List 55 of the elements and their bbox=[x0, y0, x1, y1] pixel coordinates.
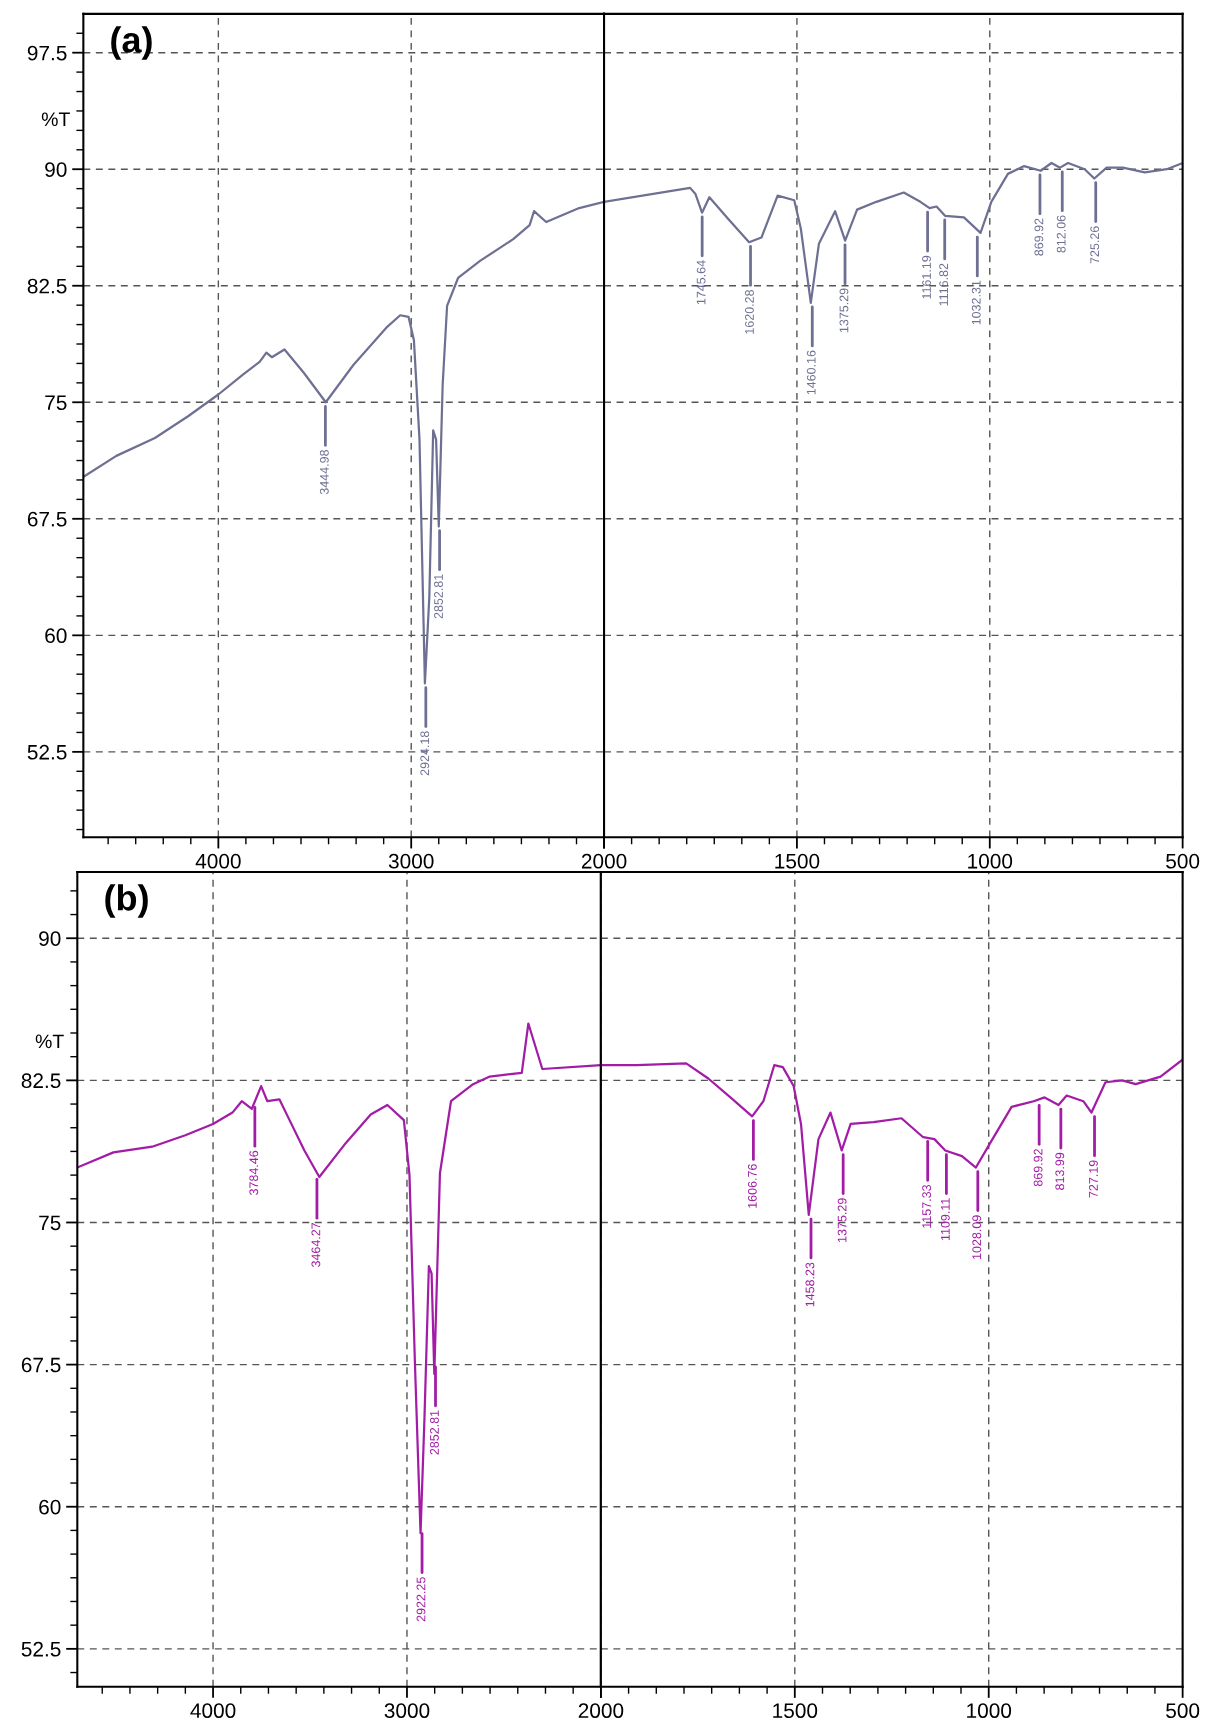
y-tick-label: 82.5 bbox=[27, 278, 67, 294]
x-tick-label: 2000 bbox=[578, 1703, 624, 1719]
y-tick-label: 97.5 bbox=[27, 45, 67, 61]
annotation: 3444.98 bbox=[319, 450, 329, 495]
annotation: 869.92 bbox=[1033, 1149, 1043, 1187]
x-tick-label: 500 bbox=[1166, 853, 1200, 869]
annotation: 1375.29 bbox=[839, 288, 849, 333]
y-tick-label: 90 bbox=[45, 162, 67, 177]
y-tick-label: 67.5 bbox=[27, 511, 67, 527]
x-tick-label: 3000 bbox=[384, 1703, 430, 1719]
annotation: 725.26 bbox=[1090, 226, 1100, 264]
y-tick-label: 67.5 bbox=[21, 1357, 61, 1373]
x-tick-label: 1000 bbox=[968, 853, 1013, 869]
annotation: 3784.46 bbox=[249, 1150, 259, 1196]
annotation: 1157.33 bbox=[922, 1184, 932, 1228]
annotation: 3464.27 bbox=[311, 1222, 321, 1268]
y-tick-label: 52.5 bbox=[27, 744, 67, 760]
y-tick-label: 60 bbox=[39, 1499, 61, 1515]
y-axis-title: %T bbox=[35, 1034, 64, 1049]
y-tick-label: 82.5 bbox=[21, 1073, 61, 1089]
y-tick-label: 60 bbox=[45, 628, 67, 644]
annotation: 1375.29 bbox=[837, 1198, 847, 1242]
x-tick-label: 2000 bbox=[581, 853, 627, 869]
annotation: 1116.82 bbox=[939, 263, 949, 306]
chart-title: (b) bbox=[105, 884, 148, 918]
y-tick-label: 52.5 bbox=[21, 1641, 61, 1657]
y-tick-label: 75 bbox=[39, 1215, 61, 1231]
x-tick-label: 4000 bbox=[195, 853, 241, 869]
annotation: 2852.81 bbox=[434, 574, 443, 619]
annotation: 1620.28 bbox=[745, 290, 754, 334]
x-tick-label: 500 bbox=[1166, 1703, 1200, 1719]
y-tick-label: 90 bbox=[39, 931, 61, 946]
annotation: 813.99 bbox=[1055, 1152, 1065, 1190]
annotation: 2852.81 bbox=[430, 1410, 439, 1455]
annotation: 1458.23 bbox=[805, 1262, 815, 1307]
annotation: 812.06 bbox=[1056, 215, 1066, 253]
chart-title: (a) bbox=[111, 26, 152, 60]
annotation: 2924.18 bbox=[420, 731, 430, 776]
y-axis-title: %T bbox=[41, 112, 70, 127]
x-tick-label: 1500 bbox=[773, 1703, 818, 1719]
annotation: 2922.25 bbox=[416, 1577, 426, 1622]
x-tick-label: 1000 bbox=[967, 1703, 1012, 1719]
y-tick-label: 75 bbox=[45, 395, 67, 411]
annotation: 1745.64 bbox=[696, 260, 706, 305]
annotation: 1460.16 bbox=[806, 350, 816, 395]
x-tick-label: 3000 bbox=[388, 853, 434, 869]
annotation: 1109.11 bbox=[940, 1198, 950, 1241]
annotation: 869.92 bbox=[1034, 218, 1044, 256]
annotation: 1606.76 bbox=[747, 1164, 757, 1208]
annotation: 1028.09 bbox=[972, 1215, 982, 1259]
annotation: 1161.19 bbox=[922, 255, 931, 299]
x-tick-label: 4000 bbox=[190, 1703, 236, 1719]
x-tick-label: 1500 bbox=[775, 853, 820, 869]
annotation: 1032.31 bbox=[971, 280, 981, 325]
annotation: 727.19 bbox=[1089, 1160, 1098, 1198]
